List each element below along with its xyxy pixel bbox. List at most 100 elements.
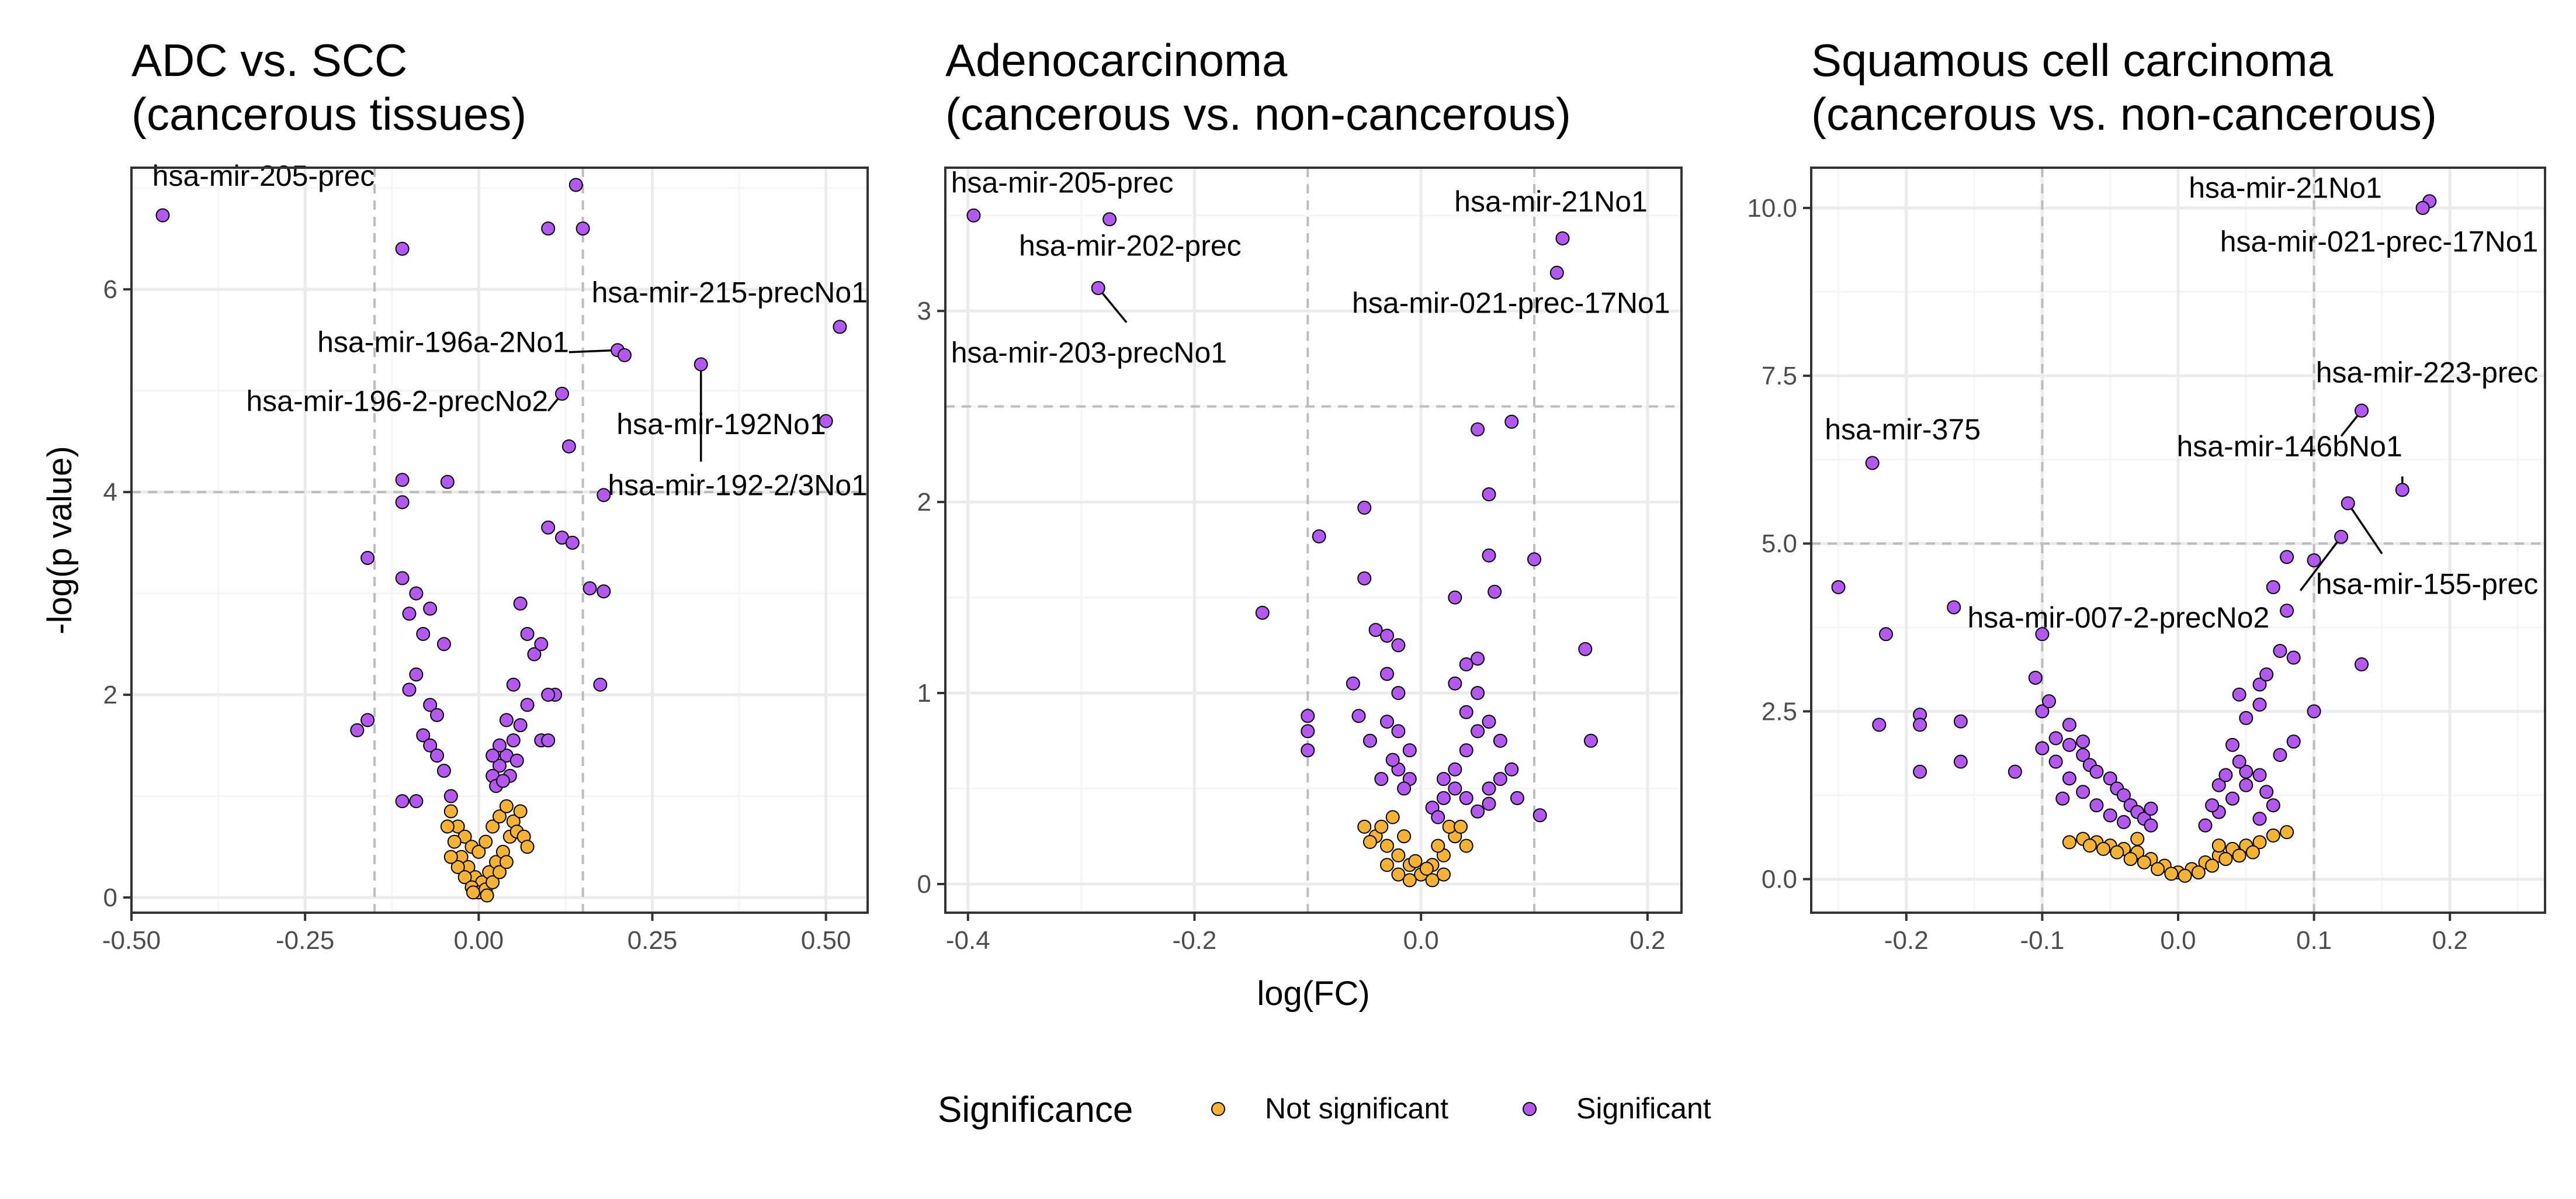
mirna-label: hsa-mir-215-precNo1 — [592, 276, 868, 309]
x-tick-label: 0.00 — [454, 926, 504, 955]
point-significant — [2062, 771, 2076, 786]
point-significant — [597, 488, 611, 503]
mirna-label: hsa-mir-223-prec — [2316, 356, 2539, 389]
point-significant — [1431, 810, 1445, 824]
point-significant — [2266, 580, 2280, 594]
point-not-significant — [1425, 873, 1440, 888]
point-not-significant — [2096, 841, 2111, 856]
x-tick-label: 0.1 — [2296, 926, 2332, 955]
point-significant — [506, 733, 521, 748]
mirna-label: hsa-mir-155-prec — [2316, 567, 2539, 600]
point-significant — [423, 601, 438, 616]
point-significant — [155, 208, 170, 223]
point-significant — [2307, 553, 2321, 567]
y-axis-title: -log(p value) — [41, 446, 79, 634]
point-significant — [395, 794, 410, 809]
label-leader-line — [2347, 503, 2383, 555]
point-significant — [2144, 801, 2158, 816]
point-significant — [1448, 781, 1462, 796]
point-significant — [1402, 743, 1417, 758]
point-significant — [1549, 265, 1564, 280]
mirna-label: hsa-mir-21No1 — [2189, 172, 2382, 205]
point-not-significant — [480, 888, 494, 903]
point-significant — [575, 221, 590, 236]
point-not-significant — [2245, 845, 2260, 860]
point-significant — [402, 607, 417, 621]
point-significant — [583, 581, 597, 595]
mirna-label: hsa-mir-205-prec — [951, 167, 1174, 199]
panel-title-line-1: Squamous cell carcinoma — [1811, 34, 2334, 86]
point-significant — [2089, 764, 2104, 779]
point-significant — [1351, 709, 1366, 723]
point-significant — [1459, 791, 1474, 805]
y-tick-label: 7.5 — [1762, 362, 1797, 390]
point-significant — [1362, 733, 1377, 748]
point-significant — [2048, 731, 2063, 746]
x-tick-label: 0.25 — [627, 926, 678, 955]
point-significant — [1459, 743, 1474, 758]
point-significant — [1504, 414, 1519, 429]
point-significant — [1504, 762, 1519, 777]
x-tick-label: 0.0 — [1403, 926, 1439, 955]
x-tick-label: -0.50 — [102, 926, 161, 955]
point-not-significant — [1357, 819, 1372, 834]
point-significant — [1527, 552, 1541, 567]
point-significant — [527, 647, 542, 661]
point-significant — [2076, 734, 2090, 749]
y-tick-label: 2 — [917, 488, 931, 517]
legend-swatch — [1523, 1102, 1537, 1116]
point-significant — [819, 414, 833, 428]
point-not-significant — [1459, 838, 1474, 853]
point-significant — [2089, 798, 2104, 813]
point-significant — [1397, 781, 1412, 796]
point-not-significant — [1397, 829, 1412, 844]
point-significant — [568, 178, 583, 192]
legend-swatch — [1211, 1102, 1225, 1116]
mirna-label: hsa-mir-021-prec-17No1 — [2220, 226, 2539, 258]
point-significant — [2232, 687, 2246, 702]
point-significant — [2259, 667, 2274, 682]
point-not-significant — [450, 860, 465, 874]
point-significant — [1374, 772, 1389, 786]
point-significant — [2028, 670, 2043, 685]
point-significant — [2211, 778, 2226, 792]
point-significant — [506, 677, 521, 692]
point-significant — [1953, 714, 1968, 729]
point-significant — [409, 794, 424, 809]
point-significant — [430, 748, 445, 763]
point-significant — [2273, 644, 2287, 659]
point-significant — [395, 495, 410, 510]
x-tick-label: 0.2 — [1629, 926, 1665, 955]
point-significant — [2035, 627, 2050, 642]
point-not-significant — [2137, 855, 2151, 869]
point-significant — [966, 208, 981, 223]
point-significant — [1471, 724, 1485, 739]
point-not-significant — [2110, 845, 2124, 860]
point-significant — [2334, 529, 2349, 544]
point-significant — [520, 698, 535, 712]
point-significant — [436, 637, 451, 652]
point-significant — [1482, 487, 1496, 502]
point-significant — [2239, 764, 2253, 779]
mirna-label: hsa-mir-203-precNo1 — [951, 336, 1227, 369]
point-not-significant — [520, 840, 535, 854]
point-significant — [2273, 748, 2287, 763]
panel-1: ADC vs. SCC(cancerous tissues) hsa-mir-20… — [41, 34, 869, 955]
point-significant — [2062, 718, 2076, 732]
mirna-label: hsa-mir-196a-2No1 — [317, 326, 569, 359]
point-significant — [395, 241, 410, 256]
point-not-significant — [2082, 838, 2097, 853]
point-significant — [2116, 788, 2131, 802]
point-not-significant — [471, 844, 486, 859]
point-not-significant — [479, 834, 493, 849]
point-significant — [1482, 548, 1496, 563]
point-significant — [2239, 711, 2253, 725]
point-significant — [1913, 764, 1927, 779]
point-not-significant — [2266, 828, 2280, 843]
point-significant — [350, 723, 365, 737]
legend-item-label: Not significant — [1265, 1092, 1448, 1125]
point-significant — [2259, 785, 2274, 799]
point-significant — [1953, 754, 1968, 769]
point-significant — [593, 677, 608, 692]
